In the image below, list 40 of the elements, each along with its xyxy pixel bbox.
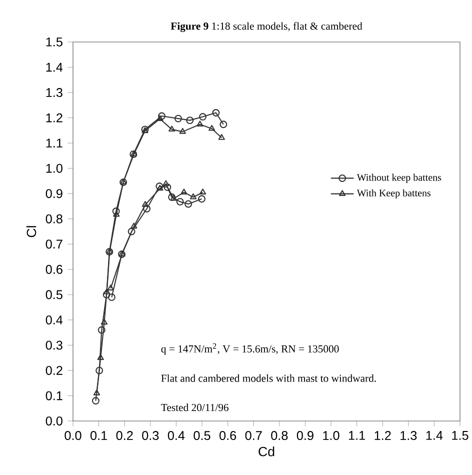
legend-label: With Keep battens xyxy=(356,189,431,198)
x-tick-label: 1.4 xyxy=(426,431,443,440)
x-tick-label: 0.5 xyxy=(194,431,210,440)
x-tick-label: 1.0 xyxy=(323,431,340,440)
annotation: Flat and cambered models with mast to windward. xyxy=(161,374,376,382)
x-tick-label: 1.1 xyxy=(348,431,365,440)
y-tick-label: 1.5 xyxy=(46,38,62,46)
y-axis-title: Cl xyxy=(26,226,36,238)
y-tick-label: 0.5 xyxy=(46,290,62,300)
x-axis-title: Cd xyxy=(258,446,274,456)
y-tick-label: 0.4 xyxy=(46,315,63,324)
x-tick-label: 1.5 xyxy=(452,431,468,440)
x-tick-label: 0.2 xyxy=(116,431,133,440)
x-tick-label: 0.4 xyxy=(168,431,185,440)
y-tick-label: 0.1 xyxy=(46,391,62,400)
x-tick-label: 0.7 xyxy=(245,431,262,440)
x-tick-label: 1.2 xyxy=(374,431,391,440)
y-tick-label: 1.1 xyxy=(46,138,62,148)
x-tick-label: 1.3 xyxy=(400,431,417,440)
legend-label: Without keep battens xyxy=(356,174,442,183)
annotation: Tested 20/11/96 xyxy=(161,404,229,412)
y-tick-label: 0.8 xyxy=(46,214,62,224)
x-tick-label: 0.3 xyxy=(142,431,159,440)
y-tick-label: 0.2 xyxy=(46,366,62,375)
y-tick-label: 1.4 xyxy=(46,62,63,72)
y-tick-label: 0.9 xyxy=(46,189,62,198)
x-tick-label: 0.6 xyxy=(220,431,236,440)
y-tick-label: 0.6 xyxy=(46,264,62,274)
y-tick-label: 0.7 xyxy=(46,240,62,249)
y-tick-label: 0.3 xyxy=(46,340,62,350)
y-tick-label: 1.3 xyxy=(46,88,62,98)
y-tick-label: 1.0 xyxy=(46,164,62,173)
chart-title: Figure 9 1:18 scale models, flat & cambered xyxy=(170,22,362,32)
annotation: q = 147N/m$^{2}$, V = 15.6m/s, RN = 135000 xyxy=(161,343,339,355)
x-tick-label: 0.0 xyxy=(64,431,82,440)
x-tick-label: 0.9 xyxy=(296,431,314,440)
x-tick-label: 0.1 xyxy=(90,431,107,440)
y-tick-label: 1.2 xyxy=(46,113,62,122)
y-tick-label: 0.0 xyxy=(46,416,62,426)
x-tick-label: 0.8 xyxy=(271,431,288,440)
